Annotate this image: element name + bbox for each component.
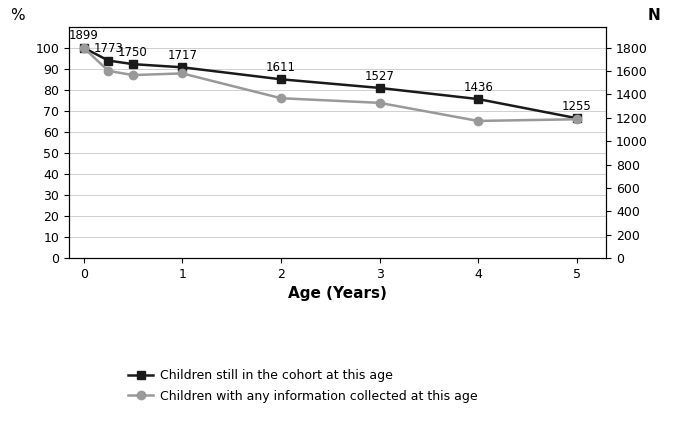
Children still in the cohort at this age [277,77,285,82]
Children with any information collected at this age [79,45,88,50]
Children with any information collected at this age [573,117,581,122]
Text: N: N [647,8,660,23]
Children still in the cohort at this age [178,65,187,70]
Line: Children with any information collected at this age: Children with any information collected … [79,44,581,125]
Text: 1527: 1527 [364,70,395,83]
Children with any information collected at this age [376,100,384,105]
Children with any information collected at this age [104,68,112,73]
Text: 1899: 1899 [69,29,99,42]
Text: 1773: 1773 [94,42,123,55]
Children still in the cohort at this age [474,97,482,102]
Children still in the cohort at this age [79,45,88,50]
Text: 1255: 1255 [562,100,592,113]
Children with any information collected at this age [277,96,285,101]
Line: Children still in the cohort at this age: Children still in the cohort at this age [79,44,581,122]
Children with any information collected at this age [178,71,187,76]
Children still in the cohort at this age [129,61,137,67]
Text: %: % [10,8,24,23]
Children still in the cohort at this age [104,58,112,63]
Text: 1717: 1717 [167,49,197,62]
Children with any information collected at this age [474,118,482,124]
Children still in the cohort at this age [376,85,384,91]
Text: 1436: 1436 [463,81,493,94]
Text: 1750: 1750 [118,46,148,59]
Legend: Children still in the cohort at this age, Children with any information collecte: Children still in the cohort at this age… [123,364,482,408]
Children still in the cohort at this age [573,116,581,121]
X-axis label: Age (Years): Age (Years) [288,287,387,301]
Text: 1611: 1611 [266,61,296,74]
Children with any information collected at this age [129,73,137,78]
